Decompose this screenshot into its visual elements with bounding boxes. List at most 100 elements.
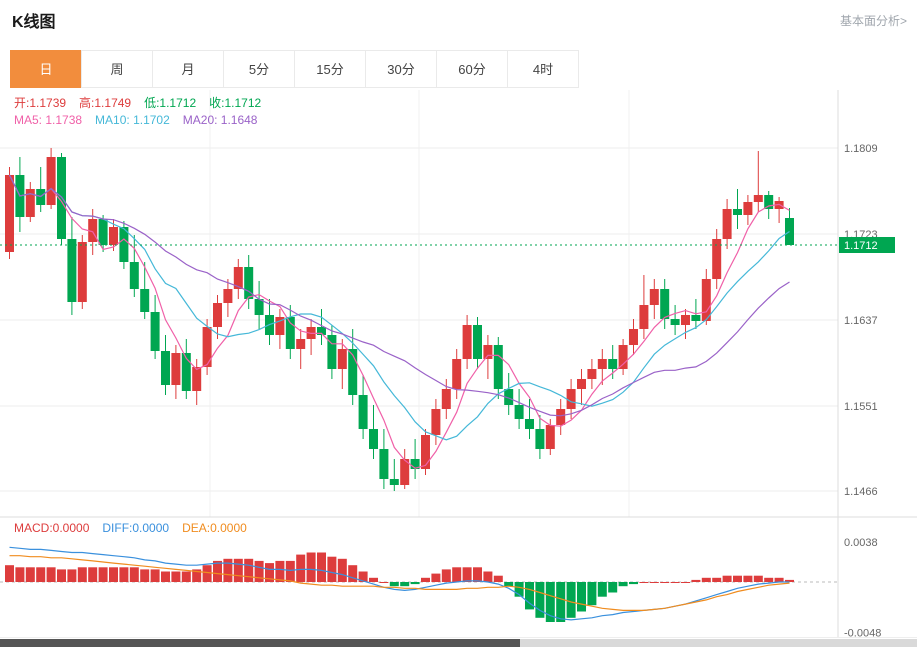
- candle-body: [202, 327, 212, 367]
- candle-body: [98, 219, 108, 245]
- macd-hist-bar: [608, 582, 618, 593]
- macd-hist-bar: [36, 567, 46, 582]
- candle-body: [431, 409, 441, 435]
- macd-hist-bar: [150, 569, 160, 582]
- candle-body: [171, 353, 181, 385]
- candle-body: [296, 339, 306, 349]
- tab-4hour[interactable]: 4时: [507, 50, 579, 88]
- candle-body: [400, 459, 410, 485]
- macd-panel-group: 0.0038 -0.0048: [0, 537, 881, 638]
- candle-body: [327, 335, 337, 369]
- y-axis-tick: 1.1809: [844, 143, 878, 155]
- macd-hist-bar: [514, 582, 524, 597]
- macd-hist-bar: [306, 552, 316, 582]
- candle-body: [379, 449, 389, 479]
- candle-body: [629, 329, 638, 345]
- macd-hist-bar: [223, 558, 233, 582]
- candle-body: [504, 389, 514, 405]
- macd-hist-bar: [774, 577, 784, 582]
- macd-hist-bar: [535, 582, 545, 618]
- candle-body: [639, 305, 649, 329]
- macd-hist-bar: [348, 565, 358, 582]
- macd-hist-bar: [525, 582, 534, 610]
- candle-body: [275, 317, 285, 335]
- macd-hist-bar: [202, 565, 212, 582]
- chart-scrollbar-track[interactable]: [0, 639, 917, 647]
- macd-hist-bar: [566, 582, 576, 618]
- diff-line: [9, 546, 790, 621]
- tab-30min[interactable]: 30分: [365, 50, 437, 88]
- macd-hist-bar: [213, 560, 222, 582]
- current-price-tag-label: 1.1712: [844, 240, 878, 252]
- current-price-tag: [839, 237, 895, 253]
- candle-body: [681, 315, 690, 325]
- tab-5min[interactable]: 5分: [223, 50, 295, 88]
- ma5-line: [8, 174, 790, 469]
- fundamental-analysis-link[interactable]: 基本面分析>: [839, 14, 907, 28]
- candle-body: [119, 227, 129, 262]
- ma20-line: [8, 174, 790, 417]
- candle-body: [25, 189, 35, 217]
- macd-hist-bar: [473, 567, 482, 582]
- macd-hist-bar: [244, 558, 254, 582]
- tab-week[interactable]: 周: [81, 50, 153, 88]
- candle-body: [223, 289, 233, 303]
- tab-15min[interactable]: 15分: [294, 50, 366, 88]
- macd-hist-bar: [5, 565, 14, 582]
- candle-body: [317, 327, 326, 335]
- macd-hist-bar: [722, 575, 732, 582]
- macd-hist-bar: [337, 558, 347, 582]
- macd-hist-bar: [265, 563, 274, 582]
- candle-body: [452, 359, 462, 389]
- kline-chart-canvas[interactable]: 1.18091.17231.16371.15511.14661.17120.00…: [0, 90, 917, 638]
- candle-body: [670, 319, 680, 325]
- chart-scrollbar-thumb[interactable]: [0, 639, 520, 647]
- candle-body: [483, 345, 493, 359]
- macd-hist-bar: [462, 567, 472, 582]
- candle-body: [743, 202, 753, 215]
- page-title: K线图: [12, 14, 56, 31]
- candle-body: [421, 435, 430, 469]
- macd-hist-bar: [483, 571, 493, 582]
- candle-body: [410, 459, 420, 469]
- macd-hist-bar: [431, 573, 441, 582]
- macd-hist-bar: [119, 567, 129, 582]
- candle-body: [733, 209, 742, 215]
- macd-hist-bar: [670, 582, 680, 583]
- candle-body: [753, 195, 763, 202]
- tab-month[interactable]: 月: [152, 50, 224, 88]
- macd-hist-bar: [410, 582, 420, 585]
- macd-hist-bar: [649, 582, 659, 583]
- macd-hist-bar: [660, 582, 670, 583]
- candle-body: [493, 345, 503, 389]
- candle-body: [660, 289, 670, 319]
- candle-body: [462, 325, 472, 359]
- candle-body: [577, 379, 586, 389]
- macd-hist-bar: [733, 575, 742, 582]
- macd-hist-bar: [129, 567, 139, 582]
- macd-hist-bar: [639, 582, 649, 583]
- macd-hist-bar: [629, 582, 638, 585]
- candle-body: [691, 315, 701, 321]
- macd-hist-bar: [192, 569, 202, 582]
- macd-hist-bar: [691, 579, 701, 582]
- macd-hist-bar: [577, 582, 586, 612]
- macd-hist-bar: [379, 582, 389, 583]
- tab-day[interactable]: 日: [10, 50, 82, 88]
- candle-body: [181, 353, 191, 391]
- candle-body: [701, 279, 711, 321]
- candle-body: [161, 351, 170, 385]
- macd-hist-bar: [57, 569, 66, 582]
- candle-body: [140, 289, 150, 312]
- candle-body: [46, 157, 56, 205]
- macd-hist-bar: [254, 560, 264, 582]
- tab-60min[interactable]: 60分: [436, 50, 508, 88]
- macd-hist-bar: [98, 567, 108, 582]
- candle-body: [233, 267, 243, 289]
- candle-body: [109, 227, 118, 245]
- candle-body: [254, 299, 264, 315]
- candle-body: [285, 317, 295, 349]
- macd-hist-bar: [67, 569, 77, 582]
- candle-body: [525, 419, 534, 429]
- macd-hist-bar: [317, 552, 326, 582]
